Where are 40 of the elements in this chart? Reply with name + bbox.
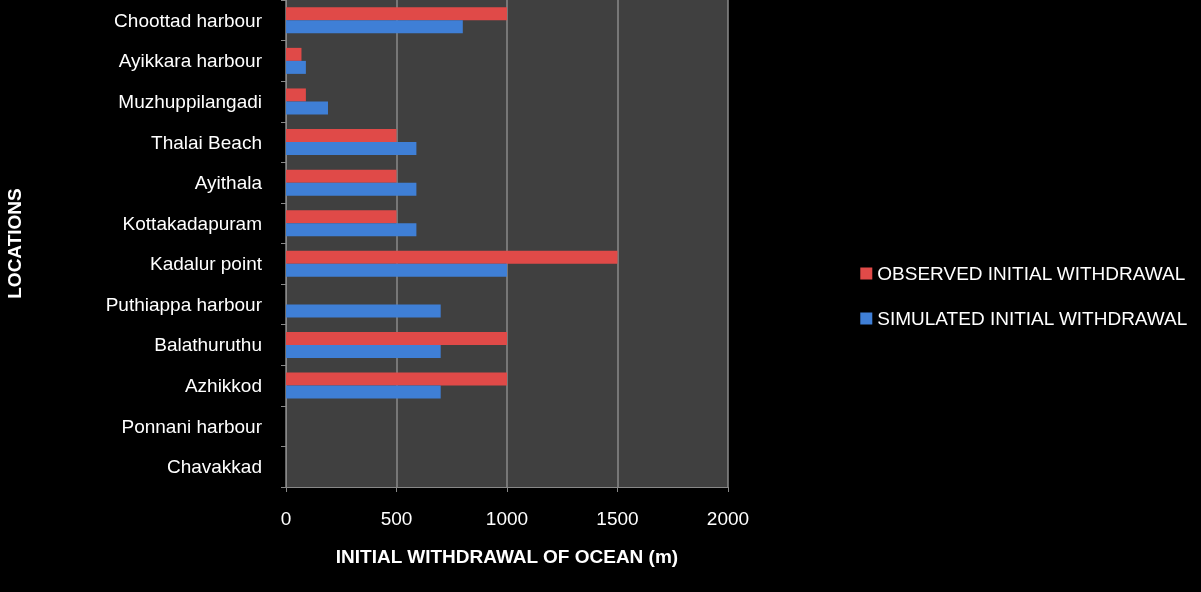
bar bbox=[286, 304, 441, 318]
bar bbox=[286, 169, 397, 183]
y-axis-title: LOCATIONS bbox=[4, 188, 25, 299]
bar bbox=[286, 47, 302, 61]
x-axis-title: INITIAL WITHDRAWAL OF OCEAN (m) bbox=[335, 546, 679, 567]
bar bbox=[286, 88, 306, 102]
bar bbox=[286, 142, 417, 156]
y-tick-label: Ayikkara harbour bbox=[118, 50, 263, 72]
y-tick-label: Muzhuppilangadi bbox=[118, 90, 262, 112]
y-tick-label: Ponnani harbour bbox=[121, 415, 263, 437]
bar bbox=[286, 7, 507, 21]
bar bbox=[286, 250, 618, 264]
bar bbox=[286, 129, 397, 143]
legend-label: SIMULATED INITIAL WITHDRAWAL bbox=[877, 308, 1188, 329]
bar bbox=[286, 372, 507, 386]
y-tick-label: Balathuruthu bbox=[154, 334, 262, 356]
x-tick-label: 0 bbox=[280, 508, 292, 529]
bar bbox=[286, 331, 507, 345]
x-tick-label: 1500 bbox=[596, 508, 639, 529]
y-tick-label: Puthiappa harbour bbox=[105, 293, 263, 315]
bar bbox=[286, 344, 441, 358]
legend-label: OBSERVED INITIAL WITHDRAWAL bbox=[877, 263, 1186, 284]
bar bbox=[286, 182, 417, 196]
y-tick-label: Azhikkod bbox=[184, 375, 262, 397]
bar bbox=[286, 385, 441, 399]
bar bbox=[286, 101, 328, 115]
y-tick-label: Ayithala bbox=[194, 172, 263, 194]
y-tick-label: Kottakadapuram bbox=[122, 212, 262, 234]
bar bbox=[286, 263, 507, 277]
y-tick-label: Chavakkad bbox=[166, 456, 262, 478]
bar bbox=[286, 20, 463, 34]
x-tick-label: 500 bbox=[380, 508, 413, 529]
y-tick-label: Thalai Beach bbox=[151, 131, 262, 153]
y-tick-label: Choottad harbour bbox=[114, 9, 263, 31]
bar bbox=[286, 60, 306, 74]
x-tick-label: 2000 bbox=[706, 508, 750, 529]
bar bbox=[286, 210, 397, 224]
bar bbox=[286, 223, 417, 237]
x-tick-label: 1000 bbox=[485, 508, 529, 529]
y-tick-label: Kadalur point bbox=[150, 253, 263, 275]
